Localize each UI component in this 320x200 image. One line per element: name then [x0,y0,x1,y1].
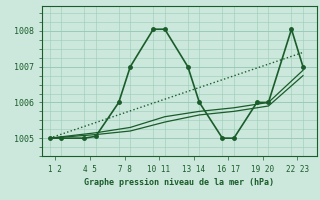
X-axis label: Graphe pression niveau de la mer (hPa): Graphe pression niveau de la mer (hPa) [84,178,274,187]
